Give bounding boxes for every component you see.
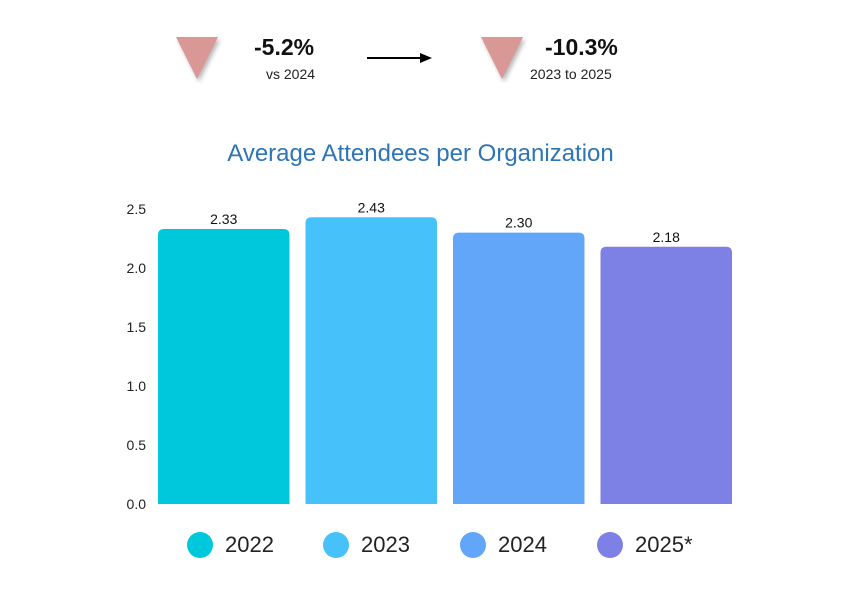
legend-item-2022: 2022 xyxy=(187,532,274,558)
y-tick-label: 0.5 xyxy=(127,437,147,453)
legend-label: 2025* xyxy=(635,532,693,557)
legend-swatch xyxy=(187,532,213,558)
y-tick-label: 2.5 xyxy=(127,201,147,217)
y-tick-label: 1.0 xyxy=(127,378,147,394)
kpi-value: -5.2% xyxy=(254,34,315,60)
down-triangle-icon xyxy=(481,37,523,79)
right-arrow-icon xyxy=(367,53,432,63)
kpi-subtitle: vs 2024 xyxy=(266,66,316,82)
kpi-subtitle: 2023 to 2025 xyxy=(530,66,612,82)
bar-value-label: 2.18 xyxy=(653,229,680,245)
legend-swatch xyxy=(460,532,486,558)
legend-item-2023: 2023 xyxy=(323,532,410,558)
y-tick-label: 0.0 xyxy=(127,496,147,512)
bar-2025 xyxy=(600,246,732,504)
legend-label: 2024 xyxy=(498,532,547,557)
bar-value-label: 2.30 xyxy=(505,215,532,231)
legend-swatch xyxy=(597,532,623,558)
kpi-value: -10.3% xyxy=(545,34,618,60)
legend-label: 2022 xyxy=(225,532,274,557)
legend-item-2024: 2024 xyxy=(460,532,547,558)
down-triangle-icon xyxy=(176,37,218,79)
bar-2022 xyxy=(158,229,290,504)
legend-item-2025: 2025* xyxy=(597,532,693,558)
y-tick-label: 1.5 xyxy=(127,319,147,335)
legend-swatch xyxy=(323,532,349,558)
bar-value-label: 2.33 xyxy=(210,211,237,227)
y-tick-label: 2.0 xyxy=(127,260,147,276)
bar-value-label: 2.43 xyxy=(358,199,385,215)
legend-label: 2023 xyxy=(361,532,410,557)
chart-title: Average Attendees per Organization xyxy=(227,140,614,167)
bar-2023 xyxy=(305,217,437,504)
bar-2024 xyxy=(453,232,585,504)
